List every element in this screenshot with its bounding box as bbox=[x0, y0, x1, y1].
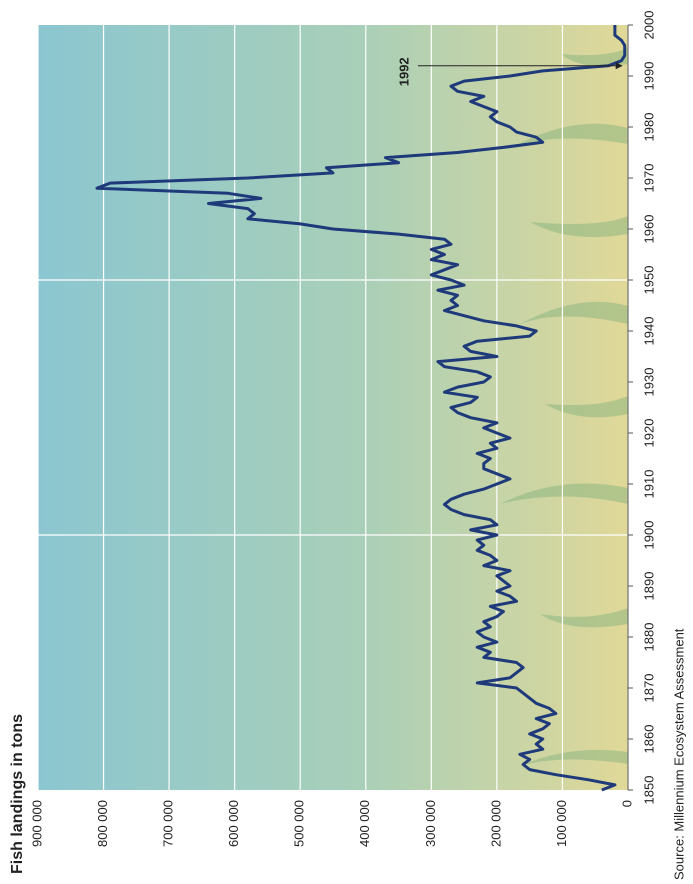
x-tick-label: 1980 bbox=[641, 113, 656, 142]
annotation-label: 1992 bbox=[396, 57, 411, 86]
y-tick-label: 500 000 bbox=[292, 800, 307, 847]
rotated-chart: Fish landings in tons Source: Millennium… bbox=[9, 11, 686, 880]
x-tick-label: 1990 bbox=[641, 62, 656, 91]
x-tick-label: 1920 bbox=[641, 419, 656, 448]
y-tick-label: 600 000 bbox=[226, 800, 241, 847]
x-tick-label: 2000 bbox=[641, 11, 656, 40]
x-tick-label: 1910 bbox=[641, 470, 656, 499]
data-line bbox=[95, 25, 627, 792]
y-tick-label: 700 000 bbox=[161, 800, 176, 847]
x-tick-label: 1970 bbox=[641, 164, 656, 193]
source-note: Source: Millennium Ecosystem Assessment bbox=[671, 628, 686, 880]
y-tick-label: 200 000 bbox=[488, 800, 503, 847]
x-tick-label: 1870 bbox=[641, 674, 656, 703]
y-tick-label: 300 000 bbox=[423, 800, 438, 847]
y-tick-label: 900 000 bbox=[29, 800, 44, 847]
y-tick-label: 100 000 bbox=[554, 800, 569, 847]
x-tick-label: 1930 bbox=[641, 368, 656, 397]
x-tick-label: 1960 bbox=[641, 215, 656, 244]
x-tick-label: 1900 bbox=[641, 521, 656, 550]
y-tick-label: 800 000 bbox=[95, 800, 110, 847]
y-tick-label: 400 000 bbox=[357, 800, 372, 847]
x-tick-label: 1890 bbox=[641, 572, 656, 601]
x-tick-label: 1880 bbox=[641, 623, 656, 652]
x-tick-label: 1850 bbox=[641, 776, 656, 805]
seaweed-decoration bbox=[500, 48, 628, 766]
x-tick-label: 1950 bbox=[641, 266, 656, 295]
x-tick-label: 1860 bbox=[641, 725, 656, 754]
y-tick-label: 0 bbox=[619, 800, 634, 807]
plot-background bbox=[38, 25, 628, 790]
chart-title: Fish landings in tons bbox=[9, 714, 26, 874]
x-tick-label: 1940 bbox=[641, 317, 656, 346]
